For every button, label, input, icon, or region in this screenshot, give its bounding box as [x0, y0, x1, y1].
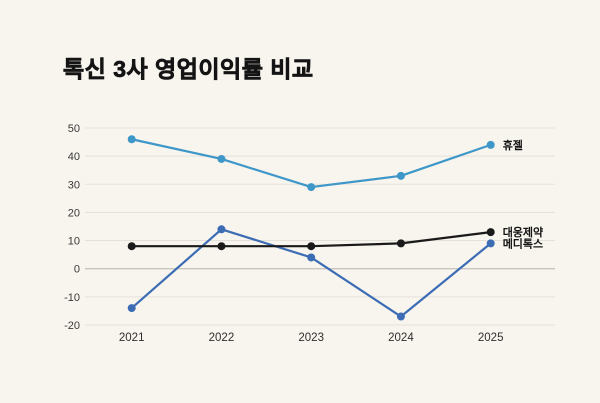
data-point	[307, 242, 316, 251]
data-point	[396, 312, 405, 321]
data-point	[307, 253, 316, 262]
data-point	[486, 140, 495, 149]
x-tick-label: 2021	[119, 332, 145, 344]
data-point	[307, 183, 316, 192]
series-label: 휴젤	[503, 138, 523, 152]
x-tick-label: 2024	[388, 332, 414, 344]
y-tick-label: 20	[68, 207, 80, 219]
data-point	[396, 239, 405, 248]
data-point	[486, 239, 495, 248]
y-tick-label: 40	[68, 151, 80, 163]
x-tick-label: 2022	[209, 332, 235, 344]
y-tick-label: 50	[68, 123, 80, 135]
data-point	[127, 135, 136, 144]
x-tick-label: 2025	[478, 332, 504, 344]
y-tick-label: 0	[74, 264, 80, 276]
data-point	[217, 154, 226, 163]
y-tick-label: 30	[68, 179, 80, 191]
data-point	[217, 242, 226, 251]
series-line	[130, 138, 492, 189]
chart-title: 톡신 3사 영업이익률 비교	[63, 56, 314, 83]
series-label: 메디톡스	[503, 236, 543, 250]
data-point	[486, 228, 495, 237]
data-point	[396, 171, 405, 180]
y-tick-label: 10	[68, 236, 80, 248]
y-tick-label: -20	[64, 320, 80, 332]
data-point	[127, 242, 136, 251]
data-point	[127, 304, 136, 313]
x-tick-label: 2023	[298, 332, 324, 344]
series-label: 대웅제약	[503, 225, 543, 239]
y-tick-label: -10	[64, 292, 80, 304]
data-point	[217, 225, 226, 234]
